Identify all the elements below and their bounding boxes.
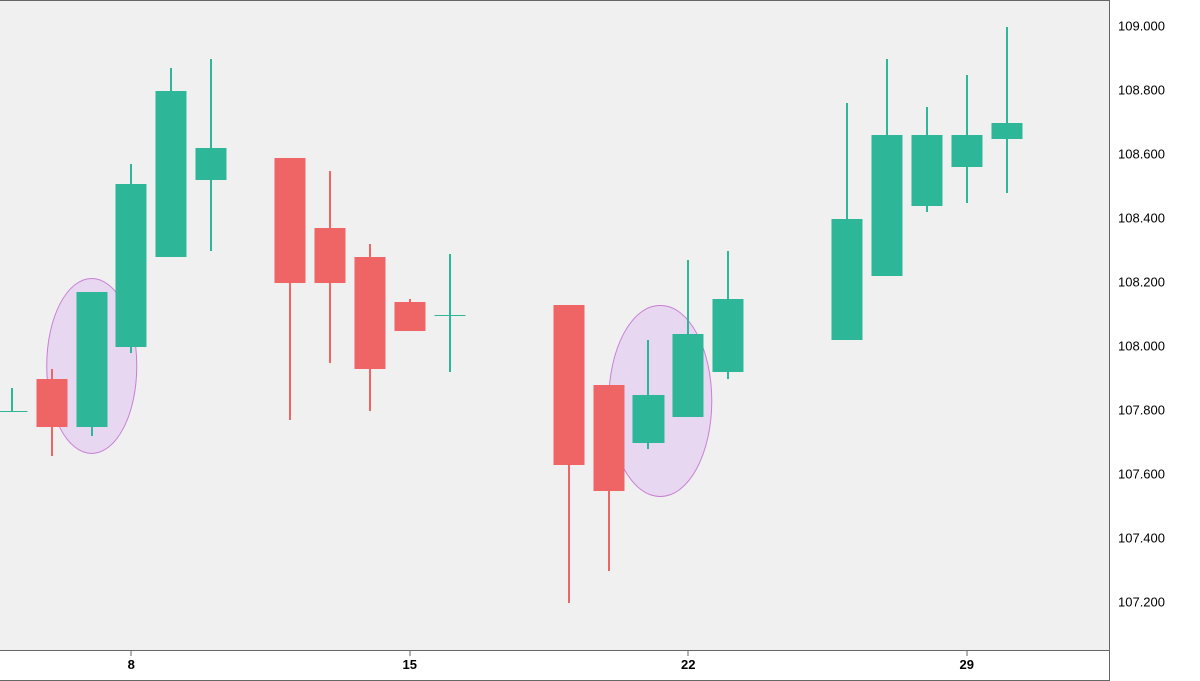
candle-body-bull	[991, 123, 1022, 139]
y-axis-tick-label: 109.000	[1118, 18, 1165, 33]
candle-body-bull	[76, 292, 107, 426]
candle-body-bull	[116, 184, 147, 347]
candle-wick	[449, 254, 451, 372]
candle-wick	[11, 388, 13, 410]
y-axis-tick-label: 108.800	[1118, 82, 1165, 97]
candle-body-bull	[832, 219, 863, 341]
candle-body-bull	[872, 135, 903, 276]
x-axis-tick-label: 29	[960, 657, 974, 672]
candle-body-bull	[713, 299, 744, 373]
y-axis-tick-label: 107.600	[1118, 466, 1165, 481]
candle-wick	[1006, 27, 1008, 194]
candle-body-bear	[275, 158, 306, 283]
x-axis-tick-label: 15	[403, 657, 417, 672]
candle-body-bull	[195, 148, 226, 180]
candle-body-bull	[434, 315, 465, 316]
y-axis-tick-label: 108.000	[1118, 338, 1165, 353]
x-axis-tick-label: 22	[681, 657, 695, 672]
y-axis-tick-label: 108.400	[1118, 210, 1165, 225]
chart-plot-area[interactable]	[0, 0, 1110, 650]
candle-body-bull	[911, 135, 942, 205]
candle-body-bull	[156, 91, 187, 258]
candle-body-bear	[315, 228, 346, 282]
y-axis-tick-label: 107.800	[1118, 402, 1165, 417]
candle-body-bull	[673, 334, 704, 417]
y-axis-tick-label: 107.200	[1118, 594, 1165, 609]
x-axis-tick-label: 8	[128, 657, 135, 672]
candle-body-bear	[36, 379, 67, 427]
x-axis-tick-mark	[966, 651, 967, 656]
x-axis-tick-mark	[688, 651, 689, 656]
x-axis: 8 15 22 29	[0, 650, 1110, 681]
candle-body-bull	[633, 395, 664, 443]
candlestick-chart: 109.000 108.800 108.600 108.400 108.200 108.0…	[0, 0, 1200, 681]
candle-body-bull	[951, 135, 982, 167]
candle-body-bear	[394, 302, 425, 331]
x-axis-tick-mark	[409, 651, 410, 656]
y-axis: 109.000 108.800 108.600 108.400 108.200 108.0…	[1110, 0, 1200, 650]
candle-body-bull	[0, 411, 27, 412]
candle-body-bear	[354, 257, 385, 369]
y-axis-tick-label: 107.400	[1118, 530, 1165, 545]
candle-body-bear	[553, 305, 584, 465]
y-axis-tick-label: 108.600	[1118, 146, 1165, 161]
x-axis-tick-mark	[131, 651, 132, 656]
y-axis-tick-label: 108.200	[1118, 274, 1165, 289]
candle-body-bear	[593, 385, 624, 491]
